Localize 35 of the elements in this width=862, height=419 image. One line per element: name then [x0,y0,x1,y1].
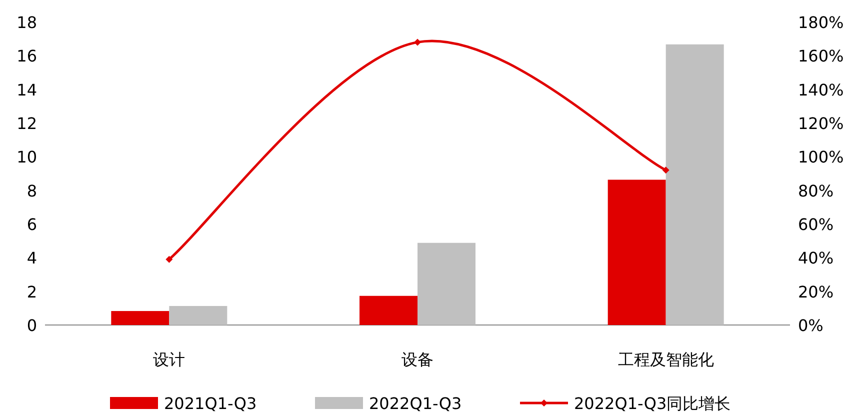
y2-tick-label: 140% [798,80,844,100]
x-tick-label: 设计 [153,350,186,369]
y2-tick-label: 20% [798,282,834,302]
y-tick-label: 16 [16,46,37,66]
y2-tick-label: 40% [798,248,834,268]
y2-tick-label: 120% [798,114,844,133]
point [414,38,421,46]
bar [111,311,170,325]
y2-tick-label: 60% [798,215,834,234]
y-tick-label: 10 [16,148,37,167]
y-tick-label: 6 [26,215,37,234]
y2-tick-label: 0% [798,316,824,335]
y-tick-label: 12 [16,114,37,133]
legend-label: 2022Q1-Q3同比增长 [574,394,731,413]
point [166,256,173,263]
bar [169,306,228,325]
x-tick-label: 工程及智能化 [618,350,714,369]
x-tick-label: 设备 [402,350,434,369]
legend-label: 2021Q1-Q3 [164,394,257,413]
y2-tick-label: 160% [798,46,844,66]
bar [418,242,476,325]
bar [360,296,418,325]
y2-tick-label: 180% [798,13,844,32]
y-tick-label: 8 [26,181,37,200]
bar [666,44,724,325]
point [662,166,670,174]
y2-tick-label: 80% [798,181,834,200]
y-tick-label: 4 [26,248,37,268]
bar [608,180,666,325]
y-tick-label: 0 [26,316,37,335]
y-tick-label: 18 [16,13,37,32]
y-tick-label: 2 [26,282,37,302]
legend-label: 2022Q1-Q3 [369,394,462,413]
y2-tick-label: 100% [798,148,844,167]
y-tick-label: 14 [16,80,37,100]
